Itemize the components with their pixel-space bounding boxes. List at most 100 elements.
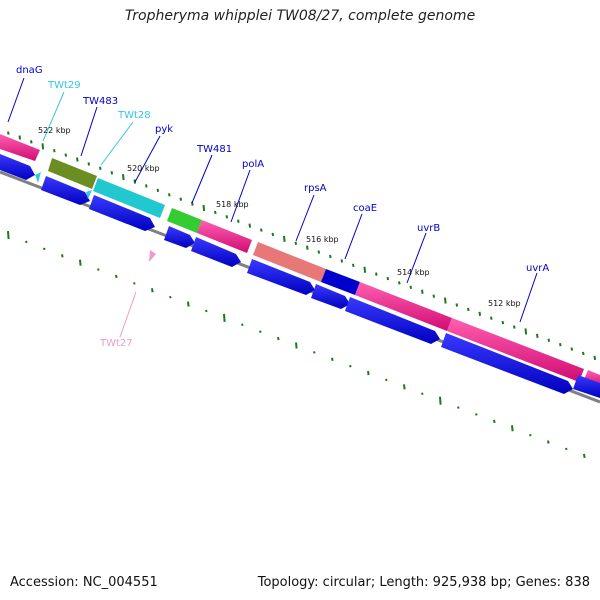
gc-dot [295, 342, 298, 349]
gc-dot [439, 396, 442, 405]
gc-dot [536, 333, 539, 338]
gc-dot [467, 307, 470, 312]
gc-dot [133, 282, 136, 285]
gene-label-TW481[interactable]: TW481 [196, 144, 232, 155]
gene-label-TWt28[interactable]: TWt28 [117, 110, 151, 121]
gc-dot [97, 268, 100, 271]
gc-dot [7, 230, 10, 240]
gene-label-pyk[interactable]: pyk [155, 124, 173, 135]
feature-bar-TW481[interactable] [167, 208, 202, 233]
gene-label-TWt29[interactable]: TWt29 [47, 80, 81, 91]
gc-dot [61, 254, 64, 258]
gc-dot [179, 197, 183, 201]
gc-dot [202, 204, 206, 212]
gc-dot [582, 351, 585, 356]
gene-label-coaE[interactable]: coaE [353, 203, 377, 214]
gc-dot [565, 447, 568, 451]
leader-uvrA [519, 272, 538, 323]
leader-rpsA [295, 194, 315, 242]
gc-dot [501, 320, 505, 325]
gene-labels: dnaG TWt29 TW483 TWt28 pyk TW481 polA rp… [16, 65, 549, 349]
gc-dot [455, 303, 459, 307]
cds-arrow-TW483[interactable] [41, 176, 90, 205]
cds-arrow-TW481[interactable] [164, 226, 195, 248]
cds-arrow-rpsA[interactable] [247, 259, 315, 295]
gc-dot [363, 266, 367, 273]
gc-dot [64, 153, 68, 157]
tick-label-514: 514 kbp [397, 268, 430, 277]
gene-label-dnaG[interactable]: dnaG [16, 65, 43, 76]
gc-dot [145, 184, 148, 188]
feature-bar-uvrA[interactable] [447, 318, 584, 382]
gc-dot [271, 232, 275, 237]
gc-dot [570, 347, 574, 351]
leader-polA [230, 169, 251, 223]
cds-track-arrows [0, 154, 600, 398]
leader-TWt28 [100, 121, 134, 166]
gc-dot [168, 193, 171, 197]
cds-arrow-pyk[interactable] [89, 195, 155, 231]
gc-dot [115, 274, 118, 279]
gene-label-TW483[interactable]: TW483 [82, 96, 118, 107]
feature-bar-rpsA[interactable] [253, 242, 326, 282]
gc-dot [490, 316, 493, 320]
gc-dot [187, 301, 190, 307]
gc-dot [214, 210, 217, 215]
gc-dot [294, 241, 298, 245]
gc-dot [156, 188, 160, 193]
feature-bar-uvrB[interactable] [355, 282, 452, 331]
gc-dot [511, 425, 514, 432]
gc-dot [329, 254, 332, 259]
map-title: Tropheryma whipplei TW08/27, complete ge… [124, 8, 476, 24]
gc-dot [259, 330, 262, 333]
cds-arrow-dnaG[interactable] [0, 154, 35, 180]
gene-label-TWt27[interactable]: TWt27 [99, 338, 133, 349]
gc-dot [110, 171, 114, 175]
gc-dot [398, 281, 401, 285]
trna-marker-TWt29[interactable] [35, 172, 41, 183]
gc-dot [225, 215, 229, 219]
cds-arrow-polA[interactable] [191, 237, 241, 267]
feature-bar-polA[interactable] [197, 220, 252, 253]
gc-dot [367, 370, 370, 376]
gc-dot [169, 295, 172, 299]
cds-arrow-uvrB[interactable] [345, 297, 440, 344]
feature-bar-coaE[interactable] [321, 269, 360, 295]
gc-dot [513, 325, 516, 329]
topology-label: Topology: circular; Length: 925,938 bp; … [257, 575, 590, 590]
gene-label-uvrB[interactable]: uvrB [417, 223, 440, 234]
gene-label-uvrA[interactable]: uvrA [526, 263, 549, 274]
accession-label: Accession: NC_004551 [10, 575, 158, 590]
tick-label-522: 522 kbp [38, 126, 71, 135]
feature-bar-TW483[interactable] [48, 158, 97, 189]
leader-TWt27 [119, 291, 137, 338]
gc-dot [18, 135, 22, 140]
feature-track-colored [0, 134, 600, 388]
gc-dot [349, 364, 352, 368]
gene-label-rpsA[interactable]: rpsA [304, 183, 327, 194]
gene-label-polA[interactable]: polA [242, 159, 264, 170]
gc-dot [237, 219, 240, 223]
gc-dot [248, 223, 252, 228]
cds-arrow-next[interactable] [573, 375, 600, 398]
kbp-ticks: 522 kbp 520 kbp 518 kbp 516 kbp 514 kbp … [38, 126, 521, 308]
gc-dot [457, 406, 460, 409]
gc-dot [87, 162, 91, 166]
gc-dot [151, 288, 154, 293]
trna-marker-TWt28[interactable] [86, 190, 92, 199]
cds-arrow-coaE[interactable] [311, 284, 350, 309]
gc-dot [432, 294, 436, 298]
gc-dot [30, 140, 33, 144]
cds-arrow-uvrA[interactable] [441, 333, 573, 394]
leader-uvrB [406, 232, 427, 284]
gc-dot [593, 355, 597, 361]
gc-dot [241, 323, 244, 327]
gc-dot [76, 157, 79, 162]
feature-bar-TWt28[interactable] [93, 178, 165, 218]
trna-marker-TWt27[interactable] [149, 250, 156, 262]
gc-dot [79, 259, 82, 266]
feature-bar-dnaG[interactable] [0, 134, 40, 161]
gc-dot [43, 247, 46, 251]
